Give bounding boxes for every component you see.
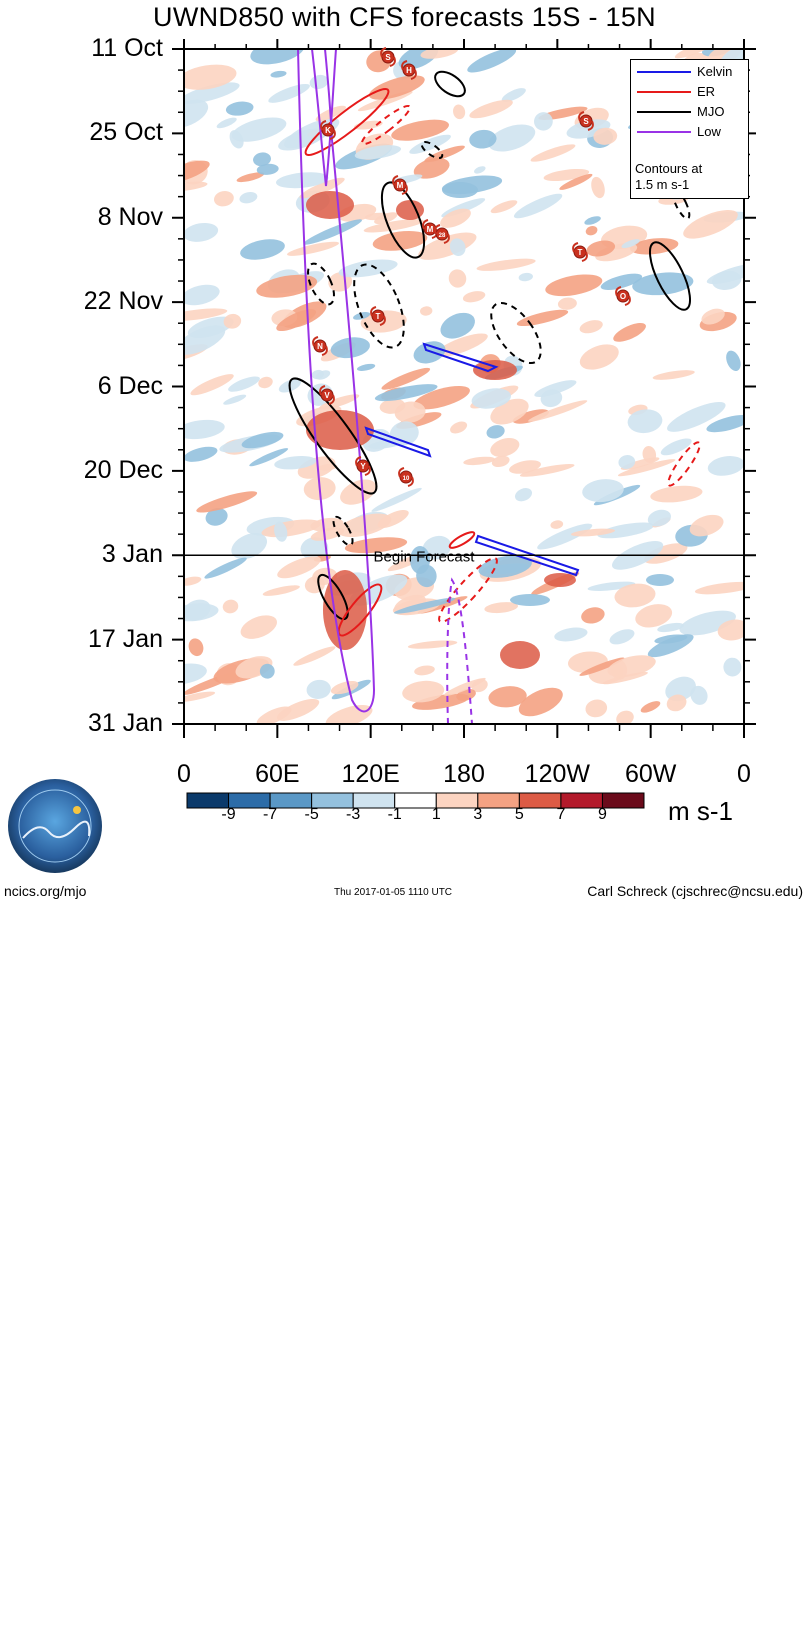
legend-item-kelvin: Kelvin xyxy=(631,64,748,80)
x-tick-label: 0 xyxy=(177,760,191,788)
storm-marker: S xyxy=(578,111,594,131)
x-tick-label: 60E xyxy=(255,760,300,788)
legend: Kelvin ER MJO Low Contours at 1.5 m s-1 xyxy=(630,59,749,199)
storm-marker: H xyxy=(401,60,417,80)
legend-note: Contours at 1.5 m s-1 xyxy=(635,161,702,193)
storm-label: 10 xyxy=(403,476,410,482)
colorbar-tick-label: 1 xyxy=(431,806,441,823)
colorbar-tick-label: -1 xyxy=(387,806,402,823)
storm-label: T xyxy=(376,312,381,321)
legend-note-line1: Contours at xyxy=(635,161,703,176)
storm-label: M xyxy=(427,225,434,234)
cics-logo: cics.nc xyxy=(5,776,105,1639)
storm-label: H xyxy=(406,66,412,75)
colorbar-tick-label: 7 xyxy=(556,806,566,823)
legend-item-low: Low xyxy=(631,124,748,140)
colorbar-tick-label: -5 xyxy=(304,806,319,823)
y-tick-label: 8 Nov xyxy=(97,202,163,231)
storm-label: V xyxy=(324,391,330,400)
hovmoller-plot: Begin Forecast S H K S M M 28 T O T N V Y 10 xyxy=(172,39,756,738)
legend-note-line2: 1.5 m s-1 xyxy=(635,177,690,192)
storm-label: Y xyxy=(360,462,366,471)
storm-marker: N xyxy=(312,336,328,356)
legend-label: MJO xyxy=(697,104,725,119)
storm-marker: 10 xyxy=(398,467,414,487)
y-tick-label: 6 Dec xyxy=(97,371,163,400)
legend-line xyxy=(637,131,691,133)
legend-label: Kelvin xyxy=(697,64,733,79)
storm-marker: T xyxy=(370,306,386,326)
storm-label: O xyxy=(620,292,626,301)
storm-label: 28 xyxy=(439,233,446,239)
chart-title: UWND850 with CFS forecasts 15S - 15N xyxy=(153,2,656,32)
logo-text: cics.nc xyxy=(19,1612,101,1639)
y-tick-label: 3 Jan xyxy=(101,540,163,569)
storm-marker: M xyxy=(392,175,408,195)
y-tick-label: 25 Oct xyxy=(89,118,163,147)
storm-marker: K xyxy=(320,120,336,140)
storm-label: S xyxy=(385,53,391,62)
storm-label: K xyxy=(325,126,331,135)
footer-url[interactable]: ncics.org/mjo xyxy=(4,883,87,899)
storm-marker: 28 xyxy=(434,224,450,244)
legend-line xyxy=(637,111,691,113)
legend-label: Low xyxy=(697,124,721,139)
footer-author: Carl Schreck (cjschrec@ncsu.edu) xyxy=(587,883,803,899)
colorbar-tick-label: 5 xyxy=(514,806,524,823)
chart-figure: UWND850 with CFS forecasts 15S - 15N Beg… xyxy=(4,2,803,1639)
colorbar-tick-label: 3 xyxy=(473,806,483,823)
x-tick-label: 0 xyxy=(737,760,751,788)
legend-item-mjo: MJO xyxy=(631,104,748,120)
x-tick-label: 120W xyxy=(524,760,590,788)
colorbar-tick-label: -7 xyxy=(262,806,278,823)
storm-marker: O xyxy=(615,286,631,306)
storm-label: S xyxy=(583,117,589,126)
x-tick-label: 120E xyxy=(341,760,400,788)
colorbar-tick-label: -9 xyxy=(221,806,236,823)
storm-label: N xyxy=(317,342,323,351)
storm-marker: Y xyxy=(355,456,371,476)
storm-marker: V xyxy=(319,385,335,405)
colorbar-tick-label: 9 xyxy=(598,806,607,823)
storm-marker: S xyxy=(380,47,396,67)
colorbar-tick-label: -3 xyxy=(346,806,361,823)
y-tick-label: 31 Jan xyxy=(87,709,163,737)
y-tick-label: 17 Jan xyxy=(87,624,163,653)
legend-label: ER xyxy=(697,84,716,99)
y-tick-label: 20 Dec xyxy=(83,455,163,484)
storm-label: T xyxy=(578,248,583,257)
forecast-label: Begin Forecast xyxy=(374,548,476,565)
legend-line xyxy=(637,71,691,73)
y-tick-label: 11 Oct xyxy=(91,34,163,62)
footer-timestamp: Thu 2017-01-05 1110 UTC xyxy=(334,887,453,898)
y-tick-label: 22 Nov xyxy=(83,287,163,316)
legend-item-er: ER xyxy=(631,84,748,100)
colorbar-units: m s-1 xyxy=(668,796,733,826)
storm-marker: T xyxy=(572,242,588,262)
storm-label: M xyxy=(397,181,404,190)
x-tick-label: 180 xyxy=(443,760,485,788)
x-tick-label: 60W xyxy=(624,760,677,788)
legend-line xyxy=(637,91,691,93)
